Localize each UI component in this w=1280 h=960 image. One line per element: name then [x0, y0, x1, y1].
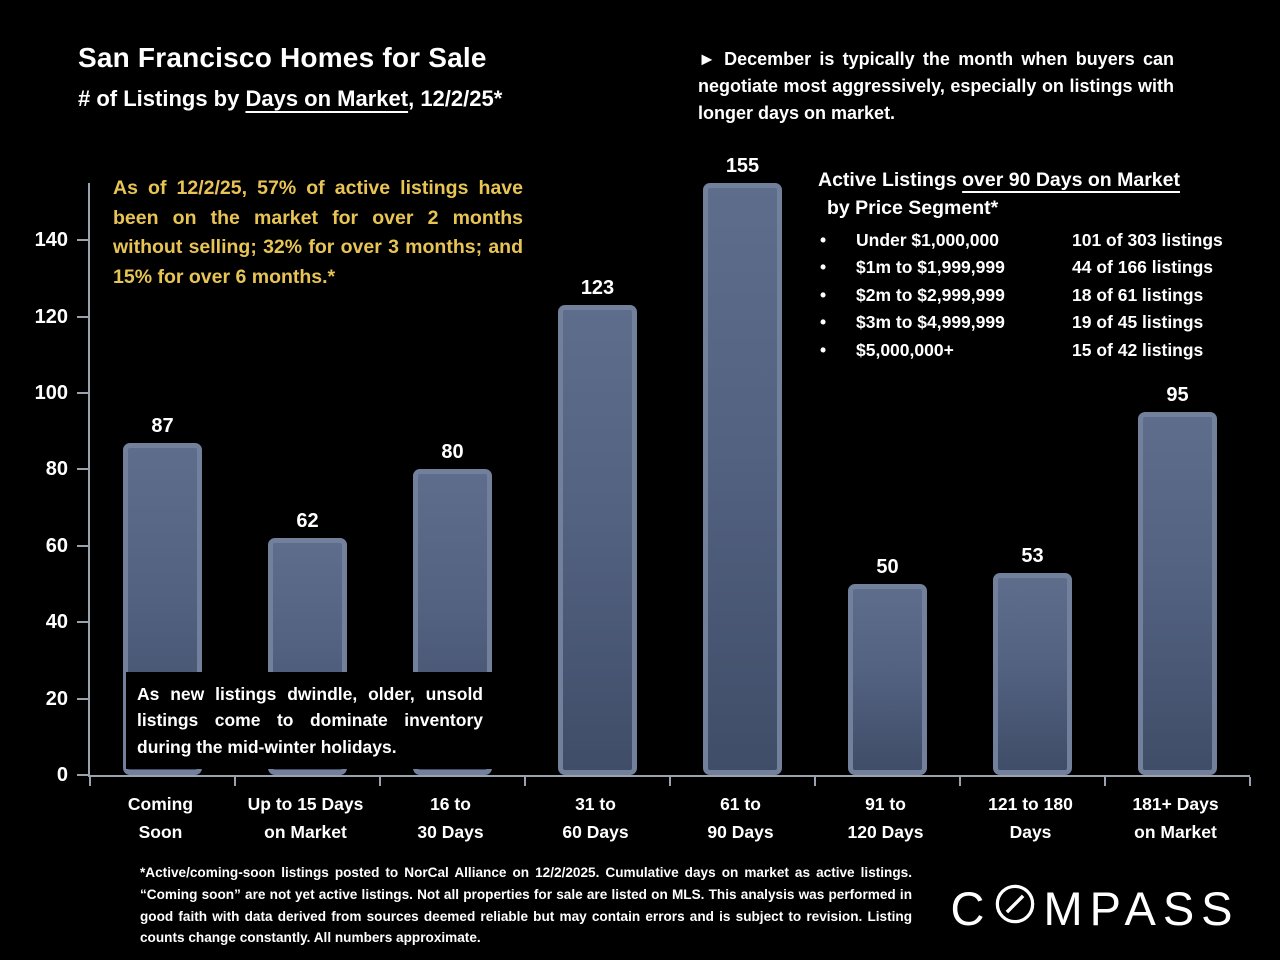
x-axis-category-labels: Coming Soon Up to 15 Days on Market 16 to …	[88, 790, 1248, 846]
bar	[848, 584, 927, 775]
segment-label: $3m to $4,999,999	[856, 312, 1005, 333]
y-axis-tick	[77, 392, 88, 394]
price-segment-heading: Active Listings over 90 Days on Market b…	[818, 166, 1254, 223]
x-axis-category-label: Up to 15 Days on Market	[247, 794, 364, 842]
bar-value-label: 53	[1021, 545, 1044, 567]
x-axis-category-label: 91 to 120 Days	[847, 794, 924, 842]
bar-series: 87 62 80 123 155 50 53 95	[90, 155, 1250, 775]
x-axis-tick	[959, 777, 961, 786]
segment-label: $1m to $1,999,999	[856, 257, 1005, 278]
x-axis-category-label: 31 to 60 Days	[562, 794, 629, 842]
bar-value-label: 62	[296, 510, 319, 532]
x-axis-tick	[89, 777, 91, 786]
bar	[558, 305, 637, 775]
x-axis-category-label: 121 to 180 Days	[988, 794, 1073, 842]
segment-heading-prefix: Active Listings	[818, 169, 963, 191]
y-axis-tick-label: 140	[34, 229, 68, 251]
y-axis-tick-label: 20	[45, 688, 68, 710]
bar-chart-plot-area: 87 62 80 123 155 50 53 95 0 20 40 60 80 100 120 140	[35, 155, 1251, 786]
bullet-icon: •	[820, 229, 827, 250]
y-axis-tick-label: 80	[45, 458, 68, 480]
segment-count: 15 of 42 listings	[1072, 340, 1204, 361]
subtitle-prefix: # of Listings by	[78, 86, 246, 111]
footnote-disclaimer: *Active/coming-soon listings posted to N…	[140, 865, 912, 946]
x-axis-category-label: 16 to 30 Days	[417, 794, 484, 842]
y-axis-tick	[77, 545, 88, 547]
price-segment-row: • $5,000,000+ 15 of 42 listings	[818, 337, 1254, 365]
x-axis-tick	[814, 777, 816, 786]
subtitle-underlined: Days on Market	[245, 86, 409, 111]
price-segment-list: • Under $1,000,000 101 of 303 listings • $1m…	[818, 227, 1254, 365]
y-axis-tick	[77, 316, 88, 318]
y-axis-tick-label: 0	[56, 764, 68, 786]
y-axis-tick-label: 60	[45, 535, 68, 557]
y-axis-tick	[77, 774, 88, 776]
bar	[703, 183, 782, 775]
segment-count: 19 of 45 listings	[1072, 312, 1204, 333]
page-title: San Francisco Homes for Sale	[78, 42, 487, 73]
bar-slot: 95	[1105, 183, 1250, 775]
segment-count: 18 of 61 listings	[1072, 284, 1204, 305]
bar-value-label: 50	[876, 556, 899, 578]
price-segment-panel: Active Listings over 90 Days on Market b…	[818, 166, 1254, 365]
segment-count: 101 of 303 listings	[1072, 229, 1223, 250]
bullet-icon: •	[820, 284, 827, 305]
x-axis-tick	[524, 777, 526, 786]
bar-value-label: 155	[725, 155, 760, 177]
segment-heading-underlined: over 90 Days on Market	[962, 169, 1180, 191]
segment-label: $5,000,000+	[856, 340, 954, 361]
x-axis-category-label: 181+ Days on Market	[1132, 794, 1219, 842]
logo-letters-mpass: MPASS	[1043, 881, 1240, 935]
bar-value-label: 80	[441, 441, 464, 463]
bullet-icon: •	[820, 312, 827, 333]
x-axis-category-label: Coming Soon	[127, 794, 194, 842]
bar	[1138, 412, 1217, 775]
y-axis-tick	[77, 621, 88, 623]
x-axis-tick	[379, 777, 381, 786]
y-axis-tick	[77, 239, 88, 241]
segment-heading-line2: by Price Segment*	[827, 197, 999, 220]
price-segment-row: • $1m to $1,999,999 44 of 166 listings	[818, 254, 1254, 282]
bar-slot: 123	[525, 183, 670, 775]
logo-letter-c: C	[950, 881, 992, 935]
bar-slot: 50	[815, 183, 960, 775]
compass-logo: C MPASS	[950, 878, 1240, 938]
y-axis-tick	[77, 468, 88, 470]
x-axis-tick	[1104, 777, 1106, 786]
segment-label: $2m to $2,999,999	[856, 284, 1005, 305]
y-axis-tick-label: 120	[34, 306, 68, 328]
x-axis-category-label: 61 to 90 Days	[707, 794, 774, 842]
x-axis-tick	[234, 777, 236, 786]
y-axis-tick	[77, 698, 88, 700]
price-segment-row: • Under $1,000,000 101 of 303 listings	[818, 227, 1254, 255]
december-note: ► December is typically the month when b…	[698, 49, 1174, 123]
compass-needle-o-icon	[994, 881, 1036, 936]
bar	[993, 573, 1072, 775]
bar-slot: 53	[960, 183, 1105, 775]
bullet-icon: •	[820, 257, 827, 278]
price-segment-row: • $3m to $4,999,999 19 of 45 listings	[818, 309, 1254, 337]
yellow-stats-note: As of 12/2/25, 57% of active listings ha…	[113, 177, 523, 288]
bar-value-label: 87	[151, 415, 174, 437]
inventory-note-box: As new listings dwindle, older, unsold l…	[126, 672, 494, 769]
x-axis-tick	[1249, 777, 1251, 786]
page-subtitle: # of Listings by Days on Market, 12/2/25…	[78, 86, 502, 112]
segment-count: 44 of 166 listings	[1072, 257, 1214, 278]
price-segment-row: • $2m to $2,999,999 18 of 61 listings	[818, 282, 1254, 310]
segment-label: Under $1,000,000	[856, 229, 1000, 250]
bar-value-label: 123	[580, 277, 615, 299]
x-axis-tick	[669, 777, 671, 786]
bullet-icon: •	[820, 340, 827, 361]
bar-slot: 155	[670, 155, 815, 775]
subtitle-suffix: , 12/2/25*	[408, 86, 503, 111]
bar-value-label: 95	[1166, 384, 1189, 406]
title-block: San Francisco Homes for Sale # of Listin…	[78, 42, 502, 112]
y-axis-tick-label: 40	[45, 611, 68, 633]
y-axis-tick-label: 100	[34, 382, 68, 404]
